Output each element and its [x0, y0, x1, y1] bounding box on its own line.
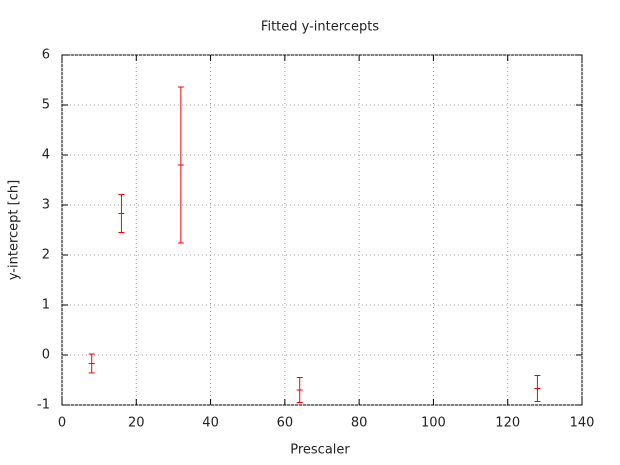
plot-frame [61, 54, 583, 406]
y-tick-label: 2 [42, 248, 50, 263]
error-bar [296, 377, 303, 403]
error-bar [88, 353, 95, 374]
y-tick-label: 5 [42, 98, 50, 113]
y-tick-label: 4 [42, 148, 50, 163]
x-tick-label: 100 [421, 416, 446, 431]
chart-title: Fitted y-intercepts [261, 20, 379, 35]
x-tick-label: 0 [58, 416, 66, 431]
error-bar [534, 375, 541, 402]
error-bar [118, 194, 125, 233]
x-axis-label: Prescaler [290, 443, 350, 458]
y-tick-label: 6 [42, 48, 50, 63]
y-tick-label: 0 [42, 348, 50, 363]
y-tick-label: 1 [42, 298, 50, 313]
y-tick-label: -1 [37, 398, 50, 413]
x-tick-label: 120 [495, 416, 520, 431]
x-tick-label: 60 [277, 416, 294, 431]
x-tick-label: 80 [351, 416, 368, 431]
x-tick-label: 20 [128, 416, 145, 431]
x-tick-label: 40 [202, 416, 219, 431]
y-axis-label: y-intercept [ch] [7, 180, 22, 280]
x-tick-label: 140 [570, 416, 595, 431]
y-tick-label: 3 [42, 198, 50, 213]
error-bar [177, 86, 184, 244]
